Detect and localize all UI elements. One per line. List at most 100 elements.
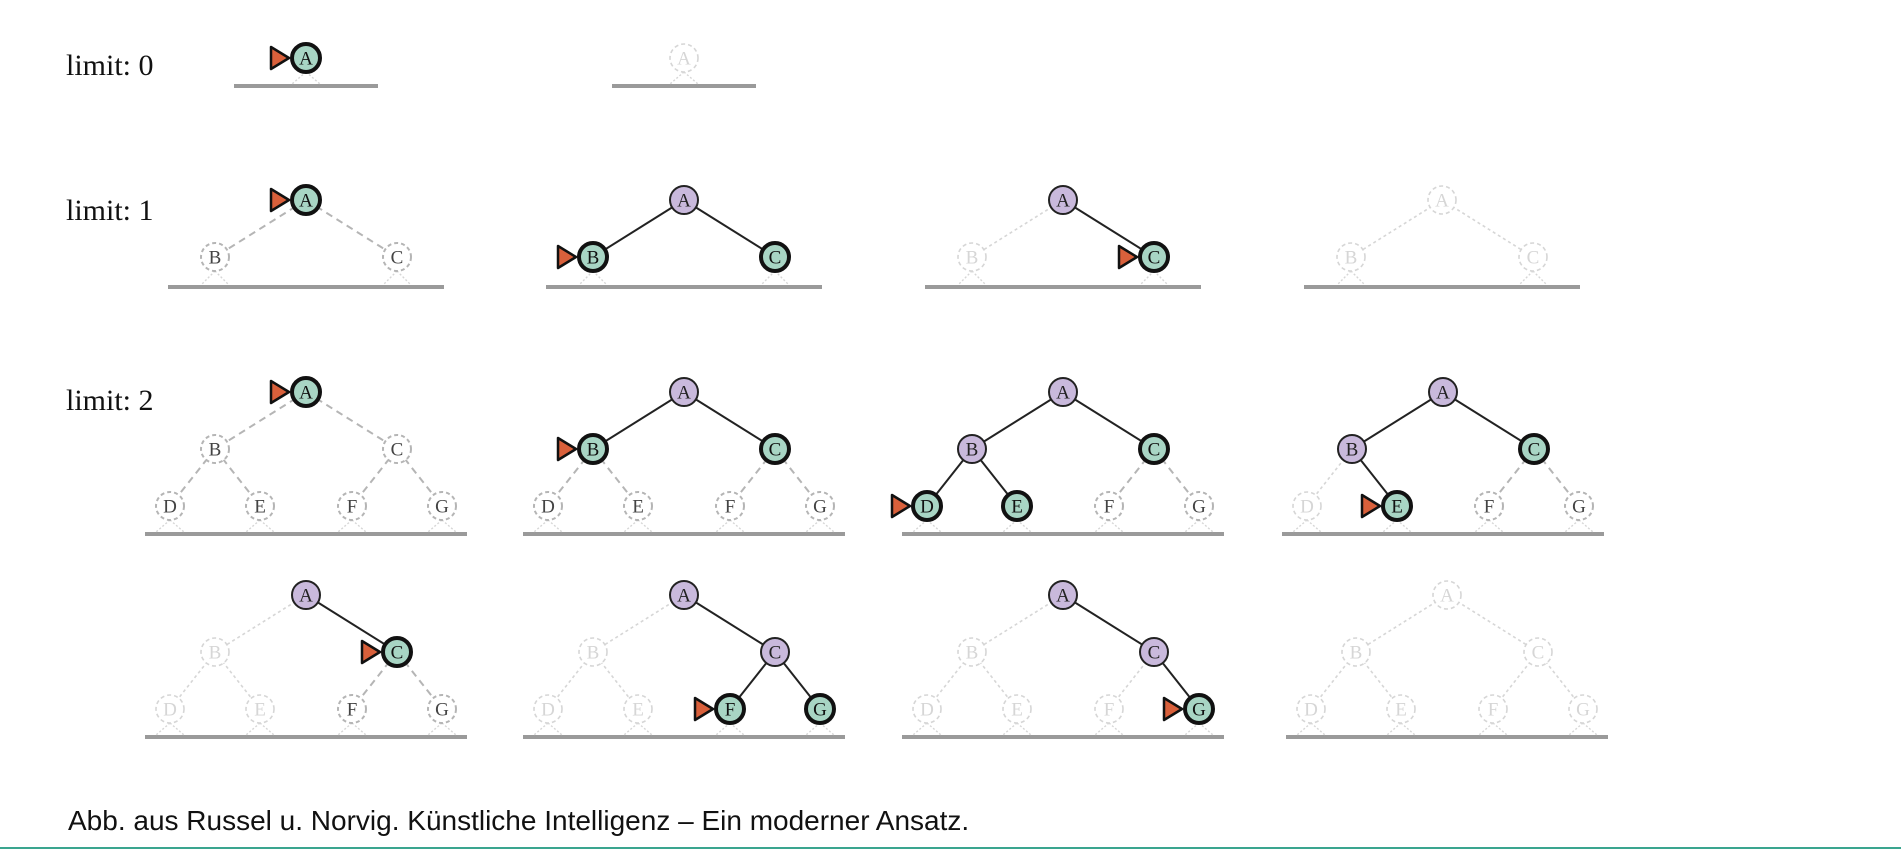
unexplored-stub	[592, 270, 608, 286]
node-circle	[427, 491, 457, 521]
unexplored-stub	[715, 722, 731, 736]
tree-node: F	[1478, 694, 1508, 724]
tree-edge	[683, 199, 776, 258]
node-label: C	[391, 643, 404, 664]
node-label: A	[1056, 191, 1070, 212]
unexplored-stub	[1382, 519, 1398, 533]
node-circle	[1048, 185, 1078, 215]
node-circle	[912, 694, 942, 724]
tree-node: B	[1336, 242, 1366, 272]
node-label: F	[1104, 700, 1115, 721]
node-circle	[382, 434, 412, 464]
unexplored-stub	[169, 722, 185, 736]
unexplored-stub	[623, 519, 639, 533]
unexplored-stub	[1564, 519, 1580, 533]
node-circle	[715, 491, 745, 521]
row-3: A B C D E F G A B C D E F G A B C D E F G A B C D E F G	[145, 580, 1608, 739]
node-circle	[1568, 694, 1598, 724]
node-label: G	[1192, 497, 1206, 518]
tree-node: E	[623, 491, 653, 521]
node-label: D	[1304, 700, 1318, 721]
node-label: A	[677, 383, 691, 404]
node-label: B	[209, 440, 222, 461]
unexplored-stub	[1094, 519, 1110, 533]
current-node-pointer-icon	[556, 244, 578, 270]
tree-edge	[1350, 199, 1443, 258]
unexplored-stub	[623, 722, 639, 736]
unexplored-stub	[729, 722, 745, 736]
tree-node: D	[912, 694, 942, 724]
tree-panel: A	[612, 43, 756, 88]
tree-node: C	[1138, 241, 1170, 273]
node-label: F	[1484, 497, 1495, 518]
tree-panel: A B C D E F G	[523, 580, 845, 739]
node-label: D	[163, 497, 177, 518]
node-circle	[957, 434, 987, 464]
tree-node: A	[1048, 377, 1078, 407]
node-circle	[1337, 434, 1367, 464]
tree-node: G	[1568, 694, 1598, 724]
tree-panel: A B C D E F G	[890, 377, 1224, 536]
row-2: limit: 2 A B C D E F G A B C D E F G A B C D E F G A B C D E F G	[66, 376, 1604, 536]
tree-node: G	[804, 693, 836, 725]
node-label: E	[254, 497, 266, 518]
unexplored-stub	[1292, 519, 1308, 533]
unexplored-stub	[1184, 519, 1200, 533]
unexplored-stub	[382, 270, 398, 286]
tree-node: F	[337, 491, 367, 521]
node-label: E	[1011, 700, 1023, 721]
tree-edge	[971, 391, 1064, 450]
tree-node: G	[1184, 491, 1214, 521]
unexplored-stub	[578, 270, 594, 286]
unexplored-stub	[1306, 519, 1322, 533]
node-label: E	[1011, 497, 1023, 518]
tree-edge	[683, 391, 776, 450]
tree-panel: A B C D E F G	[1282, 377, 1604, 536]
unexplored-stub	[819, 722, 835, 736]
unexplored-stub	[1094, 722, 1110, 736]
tree-node: B	[200, 637, 230, 667]
row-0: limit: 0 A A	[66, 42, 756, 88]
node-label: E	[1395, 700, 1407, 721]
current-node-pointer-icon	[1162, 696, 1184, 722]
node-label: B	[587, 440, 600, 461]
node-label: B	[966, 440, 979, 461]
tree-node: A	[669, 377, 699, 407]
limit-label: limit: 2	[66, 384, 154, 417]
node-circle	[1427, 185, 1457, 215]
unexplored-stub	[1396, 519, 1412, 533]
current-node-pointer-icon	[269, 187, 291, 213]
tree-node: B	[1337, 434, 1367, 464]
node-circle	[1138, 433, 1170, 465]
tree-node: D	[155, 491, 185, 521]
current-node-pointer-icon	[890, 493, 912, 519]
tree-node: A	[669, 580, 699, 610]
tree-node: C	[760, 637, 790, 667]
unexplored-stub	[337, 519, 353, 533]
node-circle	[245, 694, 275, 724]
current-node-pointer-icon	[269, 379, 291, 405]
unexplored-stub	[337, 722, 353, 736]
tree-panel: A B C D E F G	[523, 377, 845, 536]
unexplored-stub	[805, 519, 821, 533]
node-label: G	[1572, 497, 1586, 518]
current-node-pointer-icon	[556, 436, 578, 462]
footer-divider	[0, 847, 1901, 849]
unexplored-stub	[715, 519, 731, 533]
tree-edge	[1441, 199, 1534, 258]
node-circle	[200, 637, 230, 667]
unexplored-stub	[1474, 519, 1490, 533]
tree-edge	[592, 199, 685, 258]
unexplored-stub	[214, 270, 230, 286]
node-label: A	[1056, 586, 1070, 607]
unexplored-stub	[1518, 270, 1534, 286]
unexplored-stub	[774, 270, 790, 286]
tree-panel: A	[234, 42, 378, 88]
tree-edge	[971, 199, 1064, 258]
node-label: C	[1527, 248, 1540, 269]
node-circle	[669, 377, 699, 407]
node-circle	[1002, 694, 1032, 724]
tree-node: C	[1518, 242, 1548, 272]
node-circle	[200, 242, 230, 272]
unexplored-stub	[1002, 722, 1018, 736]
